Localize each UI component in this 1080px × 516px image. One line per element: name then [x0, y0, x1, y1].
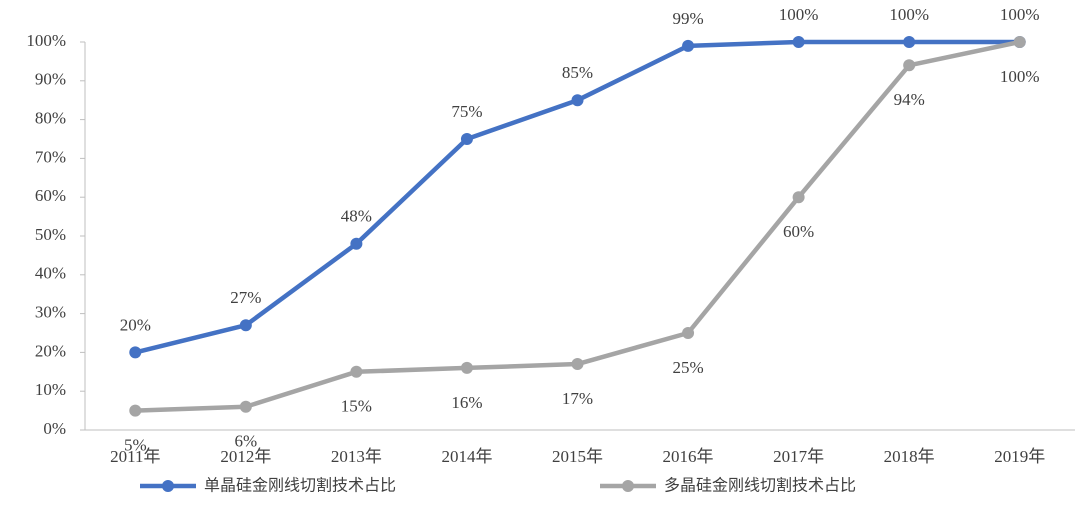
data-label: 17% — [562, 389, 593, 408]
y-tick-label: 10% — [35, 380, 66, 399]
y-tick-label: 100% — [26, 31, 66, 50]
x-tick-label: 2019年 — [994, 447, 1045, 466]
legend-marker — [622, 480, 634, 492]
data-label: 100% — [779, 5, 819, 24]
x-tick-label: 2015年 — [552, 447, 603, 466]
point — [129, 404, 142, 417]
data-label: 15% — [341, 397, 372, 416]
data-label: 60% — [783, 222, 814, 241]
y-tick-label: 50% — [35, 225, 66, 244]
y-tick-label: 90% — [35, 70, 66, 89]
data-label: 99% — [672, 9, 703, 28]
data-label: 25% — [672, 358, 703, 377]
data-label: 94% — [894, 90, 925, 109]
data-label: 100% — [1000, 67, 1040, 86]
x-tick-label: 2017年 — [773, 447, 824, 466]
point — [792, 191, 805, 204]
x-tick-label: 2011年 — [110, 447, 160, 466]
data-label: 85% — [562, 63, 593, 82]
point — [239, 319, 252, 332]
point — [903, 36, 916, 48]
data-label: 27% — [230, 288, 261, 307]
point — [682, 39, 695, 52]
y-tick-label: 40% — [35, 264, 66, 283]
data-label: 75% — [451, 102, 482, 121]
y-tick-label: 60% — [35, 186, 66, 205]
x-tick-label: 2014年 — [441, 447, 492, 466]
data-label: 6% — [234, 432, 257, 451]
data-label: 16% — [451, 393, 482, 412]
legend-marker — [162, 480, 174, 492]
point — [239, 400, 252, 413]
y-tick-label: 0% — [43, 419, 66, 438]
data-label: 48% — [341, 207, 372, 226]
x-tick-label: 2012年 — [220, 447, 271, 466]
point — [460, 361, 473, 374]
point — [903, 59, 916, 72]
y-tick-label: 20% — [35, 341, 66, 360]
point — [350, 237, 363, 250]
point — [129, 346, 142, 359]
point — [571, 94, 584, 107]
x-tick-label: 2016年 — [663, 447, 714, 466]
point — [1013, 36, 1026, 48]
x-tick-label: 2013年 — [331, 447, 382, 466]
data-label: 100% — [889, 5, 929, 24]
data-label: 100% — [1000, 5, 1040, 24]
y-tick-label: 30% — [35, 303, 66, 322]
x-tick-label: 2018年 — [884, 447, 935, 466]
data-label: 20% — [120, 315, 151, 334]
point — [792, 36, 805, 48]
point — [571, 358, 584, 371]
point — [350, 365, 363, 378]
y-tick-label: 80% — [35, 109, 66, 128]
point — [460, 133, 473, 145]
data-label: 5% — [124, 436, 147, 455]
legend-label: 单晶硅金刚线切割技术占比 — [204, 476, 396, 495]
point — [682, 327, 695, 339]
y-tick-label: 70% — [35, 147, 66, 166]
legend-label: 多晶硅金刚线切割技术占比 — [664, 476, 856, 495]
